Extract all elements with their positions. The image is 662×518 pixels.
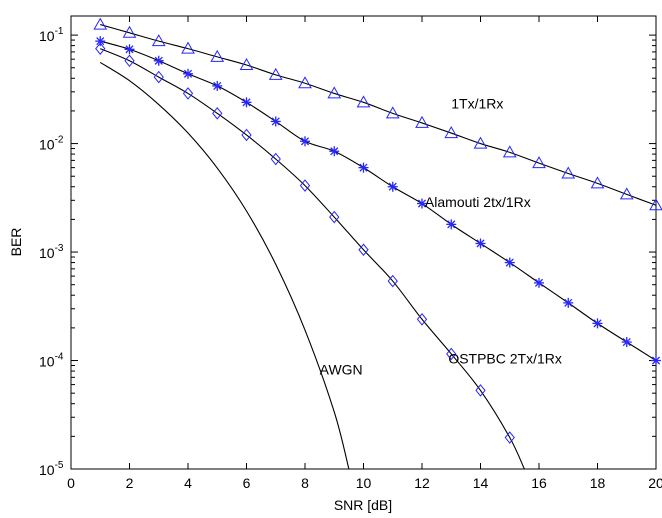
data-point (153, 55, 164, 66)
data-point (356, 95, 371, 108)
data-point (415, 115, 429, 128)
curve-annotations: 1Tx/1Rx Alamouti 2tx/1Rx OSTPBC 2Tx/1Rx AWG… (320, 96, 562, 378)
x-tick-label: 10 (356, 475, 372, 491)
data-point (299, 179, 311, 192)
x-tick-label: 14 (473, 475, 489, 491)
curve-label: AWGN (320, 362, 363, 378)
series-markers (93, 17, 662, 444)
data-point (590, 176, 605, 189)
y-tick-base: 10 (39, 462, 55, 478)
y-tick-exponent: -3 (55, 243, 64, 254)
y-tick-label: 10-4 (39, 352, 64, 370)
y-tick-label: 10-5 (39, 460, 64, 478)
data-point (649, 198, 662, 211)
y-tick-base: 10 (39, 137, 55, 153)
y-tick-label: 10-1 (39, 26, 64, 44)
x-tick-label: 16 (531, 475, 547, 491)
data-point (95, 42, 106, 55)
y-axis-label: BER (8, 228, 24, 257)
y-tick-label: 10-2 (39, 135, 64, 153)
data-point (563, 297, 574, 308)
data-point (504, 257, 515, 268)
data-point (532, 156, 546, 169)
y-tick-exponent: -1 (55, 26, 64, 37)
data-point (298, 76, 312, 89)
data-point (619, 187, 634, 200)
data-point (124, 44, 135, 55)
y-tick-exponent: -2 (55, 135, 64, 146)
data-point (504, 431, 515, 444)
data-point (387, 181, 398, 192)
data-point (300, 136, 310, 147)
x-tick-label: 2 (126, 475, 134, 491)
x-tick-label: 0 (67, 475, 75, 491)
curve-label: 1Tx/1Rx (451, 96, 503, 112)
x-tick-label: 18 (590, 475, 606, 491)
data-point (212, 80, 223, 91)
x-tick-label: 20 (648, 475, 662, 491)
y-tick-base: 10 (39, 28, 55, 44)
y-tick-exponent: -5 (55, 460, 64, 471)
data-point (475, 238, 486, 249)
data-point (153, 70, 164, 84)
y-tick-base: 10 (39, 354, 55, 370)
data-point (181, 41, 195, 54)
data-point (270, 152, 281, 166)
data-point (182, 87, 194, 100)
data-point (385, 106, 400, 119)
y-tick-label: 10-3 (39, 243, 64, 261)
data-point (122, 25, 137, 38)
data-point (212, 107, 223, 120)
data-point (446, 347, 457, 361)
x-tick-label: 8 (301, 475, 309, 491)
data-point (239, 58, 254, 71)
data-point (95, 36, 106, 47)
y-tick-exponent: -4 (55, 352, 64, 363)
axis-ticks (70, 16, 657, 470)
data-point (534, 277, 544, 288)
x-tick-labels: 0 2 4 6 8 10 12 14 16 18 20 (67, 475, 662, 491)
x-axis-label: SNR [dB] (334, 497, 392, 513)
data-point (124, 54, 135, 68)
data-point (93, 17, 108, 30)
data-point (358, 162, 369, 173)
data-point (329, 210, 340, 224)
data-point (416, 312, 428, 326)
y-tick-labels: 10-110-210-310-410-5 (39, 26, 64, 478)
data-point (327, 86, 342, 99)
data-point (268, 67, 283, 80)
data-point (329, 146, 340, 157)
x-tick-label: 6 (243, 475, 251, 491)
data-point (270, 116, 281, 127)
data-point (183, 68, 193, 79)
data-point (210, 49, 225, 62)
data-point (651, 355, 661, 366)
data-point (151, 34, 166, 47)
data-point (444, 126, 459, 139)
data-point (473, 136, 488, 149)
series-line (99, 61, 350, 470)
series-line (100, 48, 525, 470)
x-tick-label: 4 (184, 475, 192, 491)
curve-label: Alamouti 2tx/1Rx (425, 194, 531, 210)
data-point (358, 243, 369, 257)
curve-label: OSTPBC 2Tx/1Rx (448, 350, 562, 366)
data-point (475, 384, 486, 397)
plot-frame (70, 15, 657, 470)
data-point (446, 219, 457, 230)
data-point (417, 198, 427, 209)
data-point (502, 145, 517, 158)
data-point (592, 318, 603, 329)
data-point (241, 97, 252, 108)
data-point (621, 337, 632, 348)
y-tick-base: 10 (39, 245, 55, 261)
data-point (241, 128, 252, 142)
data-point (387, 274, 398, 288)
data-point (561, 166, 576, 179)
x-tick-label: 12 (414, 475, 430, 491)
